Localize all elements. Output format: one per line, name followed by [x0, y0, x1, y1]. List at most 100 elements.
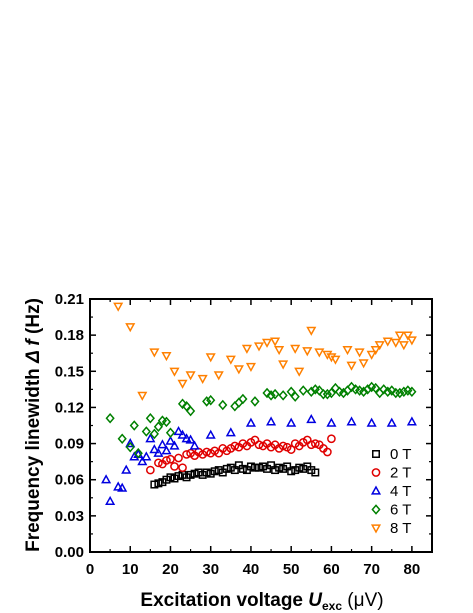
data-point: [246, 462, 255, 471]
data-point: [185, 405, 196, 417]
data-point: [189, 440, 200, 450]
data-point: [342, 345, 353, 356]
data-point: [238, 393, 248, 405]
data-point: [150, 480, 159, 489]
data-point: [149, 428, 159, 440]
data-point: [169, 440, 180, 450]
data-point: [323, 447, 332, 457]
series-0: [150, 461, 320, 489]
data-point: [266, 390, 276, 401]
data-point: [307, 466, 316, 475]
data-point: [366, 350, 377, 360]
data-point: [286, 417, 297, 427]
data-point: [153, 447, 164, 457]
data-point: [170, 462, 179, 471]
data-point: [117, 433, 127, 445]
data-point: [205, 353, 216, 363]
data-point: [363, 384, 373, 395]
data-point: [379, 384, 389, 395]
data-point: [338, 387, 349, 399]
legend-marker: [371, 468, 381, 477]
data-point: [371, 382, 381, 394]
data-point: [287, 467, 296, 476]
data-point: [218, 399, 228, 411]
data-point: [382, 337, 393, 347]
y-tick-label: 0.03: [55, 508, 84, 525]
data-point: [394, 331, 405, 341]
series-2: [101, 413, 417, 506]
y-tick-label: 0.09: [55, 436, 84, 453]
data-point: [226, 463, 235, 472]
data-point: [386, 417, 397, 427]
legend-label: 8 T: [390, 520, 411, 537]
data-point: [129, 420, 139, 431]
data-point: [125, 323, 136, 333]
data-point: [279, 464, 288, 473]
data-point: [311, 468, 320, 477]
data-point: [182, 450, 191, 459]
x-tick-label: 50: [283, 561, 300, 578]
legend-marker: [370, 524, 382, 534]
data-point: [194, 468, 203, 477]
data-point: [125, 438, 136, 448]
data-point: [185, 434, 196, 444]
data-point: [387, 385, 397, 396]
data-point: [233, 365, 244, 375]
data-point: [162, 475, 171, 484]
data-point: [154, 479, 163, 488]
data-point: [190, 469, 199, 478]
data-point: [346, 416, 357, 426]
data-point: [245, 362, 256, 372]
data-point: [210, 467, 219, 476]
data-point: [310, 439, 320, 448]
x-tick-label: 0: [86, 561, 94, 578]
data-point: [274, 345, 285, 356]
data-point: [306, 326, 317, 336]
data-point: [105, 495, 116, 506]
x-tick-label: 60: [323, 561, 340, 578]
data-point: [197, 374, 208, 385]
data-point: [370, 345, 381, 356]
data-point: [291, 466, 300, 475]
data-point: [185, 371, 196, 381]
data-point: [374, 341, 385, 351]
data-point: [161, 351, 172, 362]
data-point: [406, 416, 417, 426]
data-point: [154, 458, 163, 468]
data-point: [157, 439, 168, 449]
data-point: [101, 474, 112, 484]
legend-label: 6 T: [390, 502, 411, 519]
data-point: [306, 386, 316, 398]
data-point: [278, 441, 288, 451]
data-point: [141, 451, 152, 461]
data-point: [275, 463, 284, 472]
data-point: [206, 469, 215, 478]
data-point: [314, 348, 325, 358]
data-point: [225, 427, 236, 437]
data-point: [230, 400, 240, 412]
data-markers: [101, 302, 417, 506]
data-point: [165, 427, 176, 439]
legend-marker: [370, 485, 382, 495]
data-point: [298, 385, 308, 396]
data-point: [125, 441, 135, 453]
data-point: [326, 387, 337, 399]
data-point: [178, 463, 187, 473]
data-point: [270, 337, 281, 347]
data-point: [278, 390, 288, 401]
data-point: [202, 396, 212, 407]
y-tick-label: 0.00: [55, 544, 84, 561]
data-point: [177, 379, 188, 389]
data-point: [149, 348, 160, 358]
data-point: [141, 426, 151, 437]
y-tick-label: 0.18: [55, 327, 84, 344]
data-point: [206, 394, 216, 406]
x-axis-title: Excitation voltage Uexc (μV): [140, 590, 383, 613]
data-point: [202, 468, 211, 477]
data-point: [186, 470, 195, 479]
data-point: [253, 342, 265, 352]
data-point: [358, 359, 369, 369]
data-point: [213, 371, 224, 381]
data-point: [162, 456, 171, 465]
data-point: [283, 462, 292, 471]
